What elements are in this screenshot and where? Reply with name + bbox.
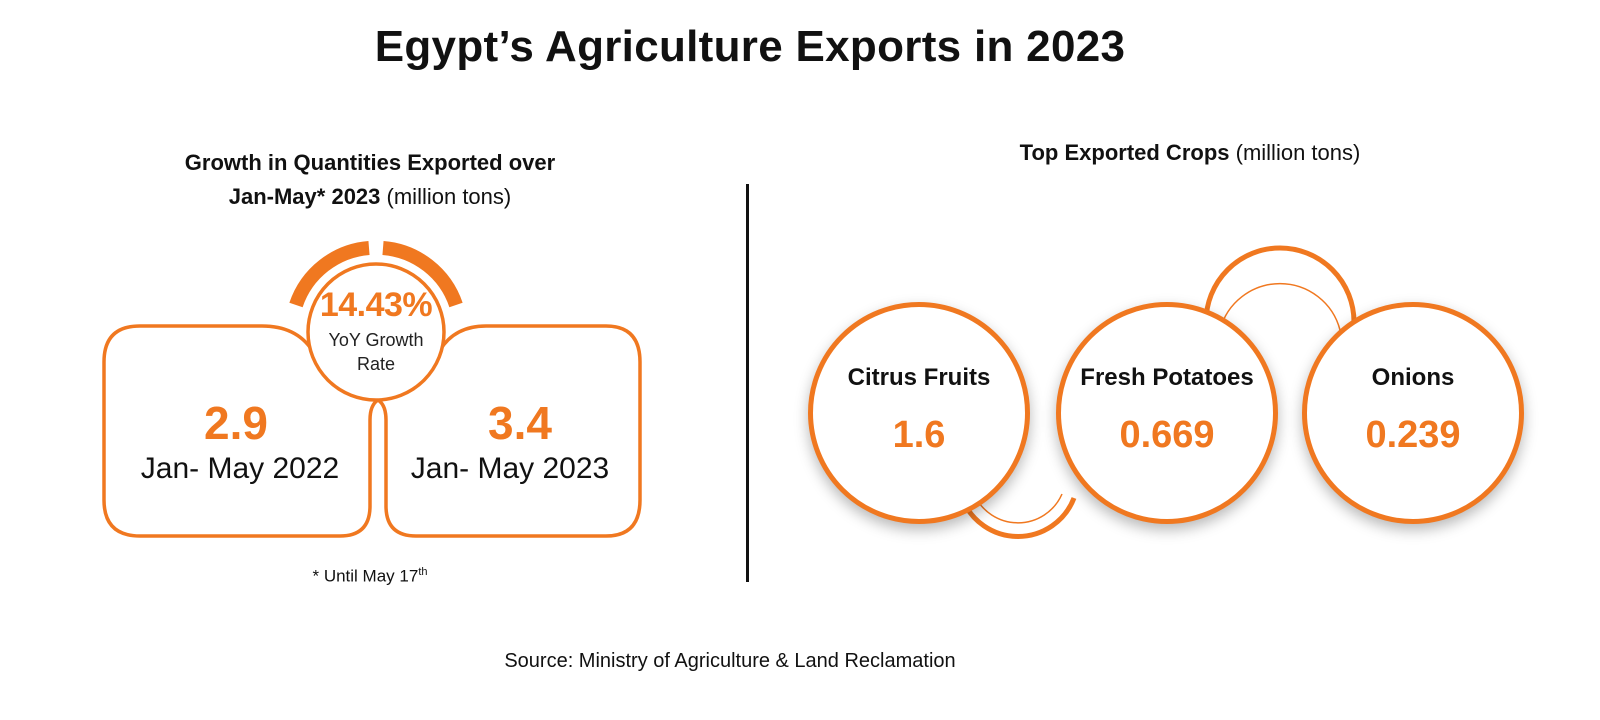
period-2022: Jan- May 2022 xyxy=(140,452,340,485)
connector-arc-bottom-inner xyxy=(973,493,1063,524)
panel-divider xyxy=(746,184,749,582)
growth-rate-label-line2: Rate xyxy=(356,354,396,374)
growth-subtitle-period: Jan-May* 2023 xyxy=(228,184,381,209)
crop-citrus-fruits: Citrus Fruits 1.6 xyxy=(808,302,1030,524)
growth-rate-label: YoY Growth Rate xyxy=(306,328,446,376)
growth-frame xyxy=(102,241,642,538)
gauge-arc-left xyxy=(289,241,370,308)
period-2023: Jan- May 2023 xyxy=(410,452,610,485)
connector-arc-top xyxy=(1203,245,1357,323)
source-note: Source: Ministry of Agriculture & Land R… xyxy=(504,650,956,672)
growth-rate-label-line1: YoY Growth xyxy=(328,330,424,350)
page-title: Egypt’s Agriculture Exports in 2023 xyxy=(374,22,1126,71)
footnote-text: * Until May 17 xyxy=(312,566,419,586)
crop-onions: Onions 0.239 xyxy=(1302,302,1524,524)
crop-value-onions: 0.239 xyxy=(1365,413,1461,456)
crops-subtitle: Top Exported Crops (million tons) xyxy=(880,140,1500,166)
growth-rate-value: 14.43% xyxy=(319,286,433,324)
connector-arc-bottom xyxy=(959,497,1077,539)
value-2022: 2.9 xyxy=(204,397,268,449)
growth-rate-circle xyxy=(306,262,446,402)
gauge-arc-right xyxy=(382,241,463,308)
growth-subtitle-line1: Growth in Quantities Exported over xyxy=(184,150,556,175)
growth-subtitle: Growth in Quantities Exported over Jan-M… xyxy=(100,146,640,214)
crops-subtitle-bold: Top Exported Crops xyxy=(1019,140,1230,165)
crop-name-citrus: Citrus Fruits xyxy=(847,363,991,391)
crop-name-onions: Onions xyxy=(1371,363,1455,391)
crop-value-citrus: 1.6 xyxy=(892,413,946,456)
footnote: * Until May 17th xyxy=(100,566,640,587)
crop-value-potatoes: 0.669 xyxy=(1119,413,1215,456)
connector-arc-top-inner xyxy=(1219,282,1341,331)
crop-fresh-potatoes: Fresh Potatoes 0.669 xyxy=(1056,302,1278,524)
footnote-sup: th xyxy=(418,566,428,578)
crop-name-potatoes: Fresh Potatoes xyxy=(1080,363,1254,391)
value-2023: 3.4 xyxy=(488,397,552,449)
growth-frame-outline xyxy=(102,324,642,538)
growth-subtitle-unit: (million tons) xyxy=(386,184,512,209)
crops-subtitle-unit: (million tons) xyxy=(1235,140,1361,165)
